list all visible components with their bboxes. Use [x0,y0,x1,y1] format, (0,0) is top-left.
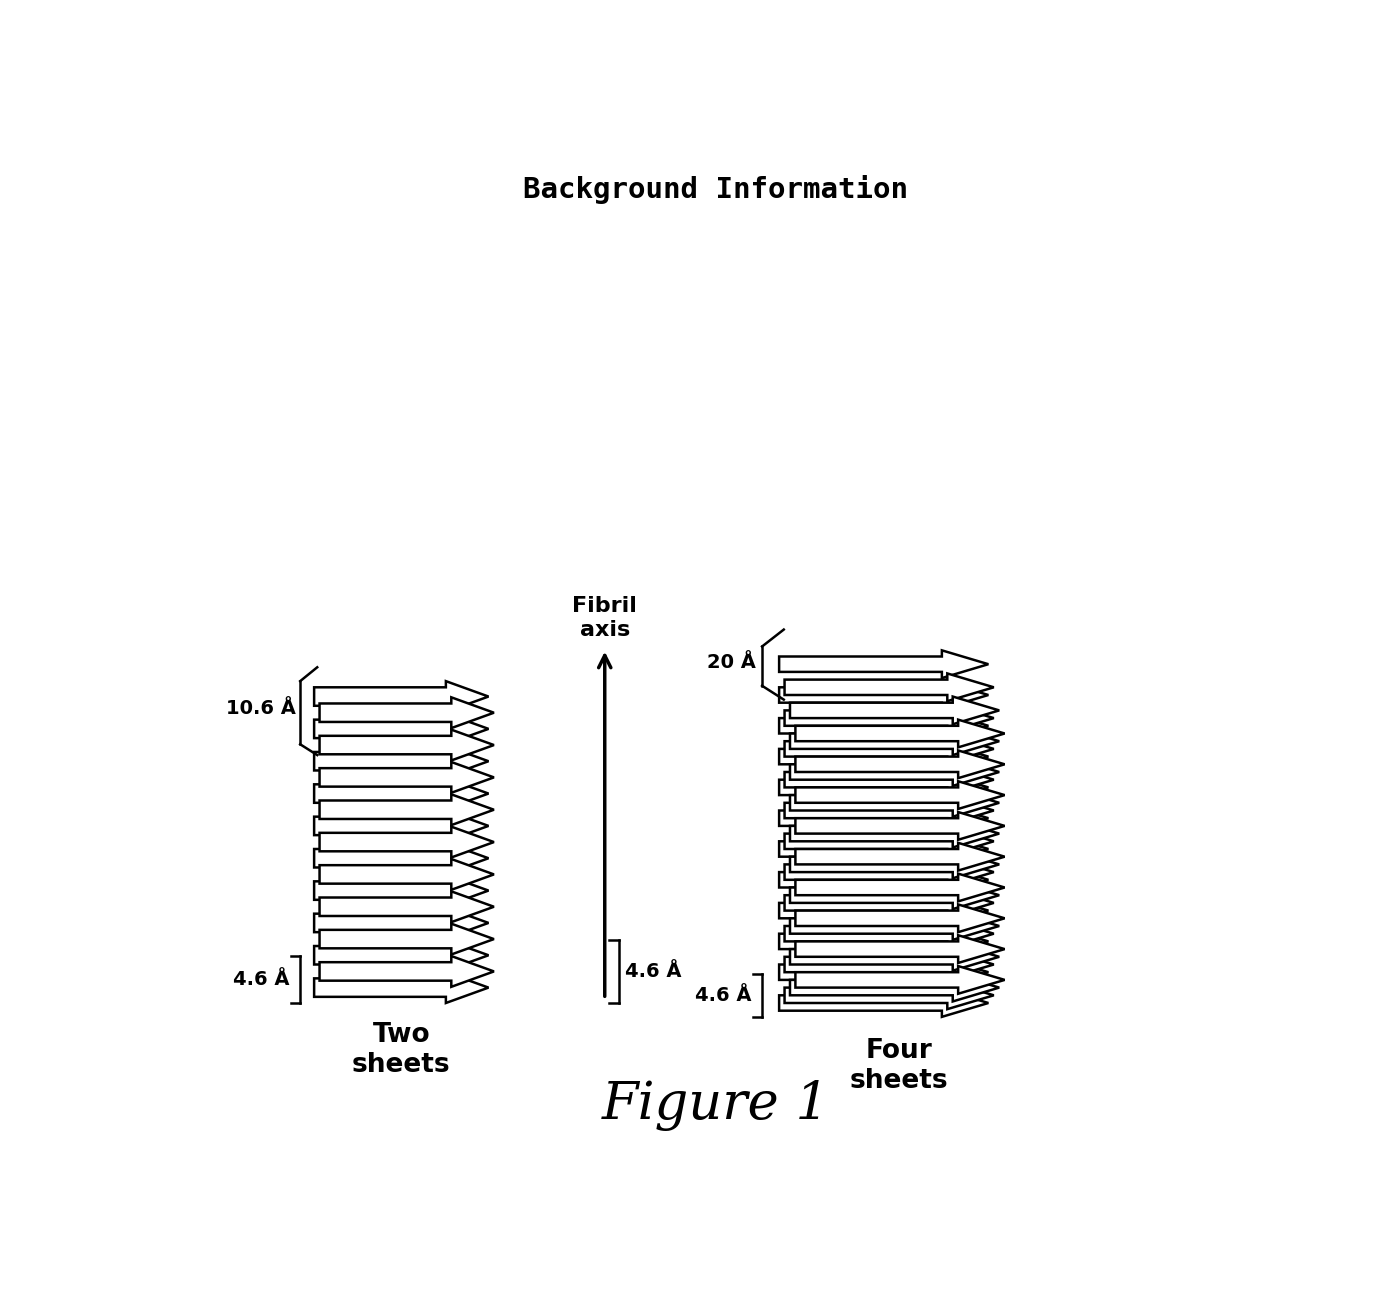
Polygon shape [320,892,495,922]
Polygon shape [795,750,1004,779]
Polygon shape [320,729,495,760]
Polygon shape [314,907,489,939]
Polygon shape [780,712,988,740]
Polygon shape [795,842,1004,871]
Polygon shape [785,950,993,979]
Polygon shape [314,810,489,841]
Polygon shape [795,720,1004,747]
Polygon shape [320,924,495,954]
Polygon shape [789,942,999,971]
Polygon shape [780,805,988,832]
Polygon shape [789,758,999,786]
Polygon shape [314,681,489,712]
Polygon shape [314,714,489,745]
Polygon shape [795,905,1004,932]
Polygon shape [789,789,999,816]
Polygon shape [789,850,999,879]
Polygon shape [314,972,489,1004]
Text: Four
sheets: Four sheets [849,1037,949,1093]
Polygon shape [795,874,1004,901]
Polygon shape [780,897,988,924]
Text: 4.6 Å: 4.6 Å [624,962,682,982]
Polygon shape [795,966,1004,993]
Polygon shape [785,982,993,1009]
Text: 20 Å: 20 Å [707,653,756,672]
Polygon shape [314,940,489,971]
Polygon shape [789,727,999,755]
Polygon shape [314,779,489,809]
Polygon shape [789,881,999,909]
Polygon shape [785,797,993,824]
Polygon shape [314,875,489,906]
Text: Background Information: Background Information [524,176,908,204]
Polygon shape [789,820,999,848]
Polygon shape [780,774,988,801]
Polygon shape [785,889,993,916]
Polygon shape [780,681,988,709]
Polygon shape [789,697,999,724]
Text: 4.6 Å: 4.6 Å [233,970,289,989]
Text: Figure 1: Figure 1 [602,1080,830,1131]
Text: Fibril
axis: Fibril axis [573,597,637,640]
Polygon shape [320,697,495,728]
Polygon shape [780,866,988,893]
Text: 10.6 Å: 10.6 Å [226,699,296,719]
Polygon shape [780,989,988,1017]
Polygon shape [785,705,993,732]
Polygon shape [780,650,988,679]
Polygon shape [795,781,1004,809]
Text: 4.6 Å: 4.6 Å [694,985,752,1005]
Polygon shape [795,935,1004,963]
Polygon shape [795,812,1004,840]
Polygon shape [314,842,489,874]
Polygon shape [785,827,993,855]
Polygon shape [785,920,993,948]
Polygon shape [780,835,988,863]
Polygon shape [785,766,993,793]
Polygon shape [320,762,495,793]
Polygon shape [785,858,993,887]
Polygon shape [314,746,489,776]
Polygon shape [320,956,495,987]
Polygon shape [785,734,993,763]
Text: Two
sheets: Two sheets [352,1022,451,1078]
Polygon shape [785,673,993,701]
Polygon shape [780,927,988,956]
Polygon shape [789,913,999,940]
Polygon shape [780,958,988,987]
Polygon shape [320,827,495,858]
Polygon shape [320,859,495,889]
Polygon shape [780,742,988,771]
Polygon shape [320,794,495,826]
Polygon shape [789,974,999,1001]
